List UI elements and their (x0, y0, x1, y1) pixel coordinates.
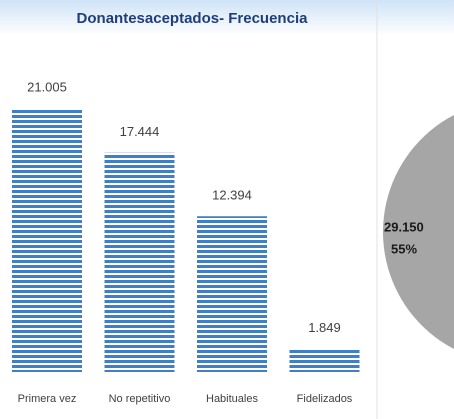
bar (197, 216, 267, 372)
x-tick-label: Primera vez (18, 393, 77, 405)
bar (12, 108, 82, 372)
x-tick-label: Habituales (206, 393, 258, 405)
data-label: 17.444 (120, 124, 160, 139)
slice-value-label: 29.150 (384, 219, 424, 234)
header-band (0, 0, 454, 36)
data-label: 1.849 (308, 320, 341, 335)
x-tick-label: Fidelizados (297, 393, 353, 405)
pie-slice (383, 115, 454, 350)
bar (104, 152, 175, 372)
chart-title: Donantesaceptados- Frecuencia (77, 10, 309, 27)
slice-percent-label: 55% (391, 241, 417, 256)
bar (289, 348, 360, 372)
data-label: 21.005 (27, 79, 67, 94)
x-tick-label: No repetitivo (109, 393, 171, 405)
data-label: 12.394 (212, 188, 252, 203)
